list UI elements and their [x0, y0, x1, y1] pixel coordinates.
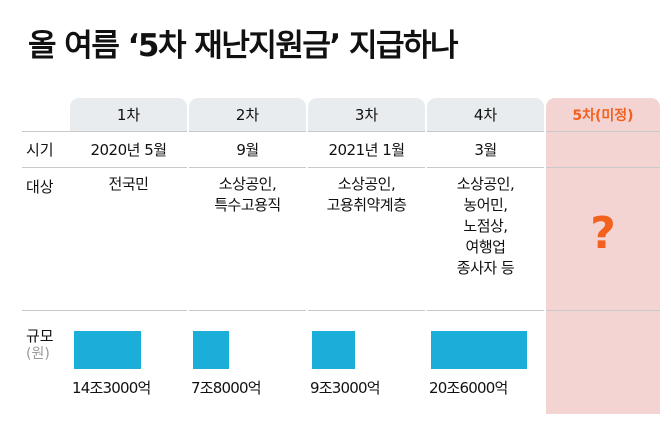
period-round-1: 2020년 5월	[70, 131, 187, 167]
support-table: 1차 2차 3차 4차 5차(미정) 시기 2020년 5월 9월 2021년 …	[22, 98, 660, 414]
header-round-4: 4차	[427, 98, 544, 131]
row-label-target: 대상	[22, 167, 70, 310]
column-gap	[306, 98, 308, 131]
period-round-4: 3월	[427, 131, 544, 167]
header-corner	[22, 98, 70, 131]
scale-round-4: 20조6000억	[427, 310, 544, 414]
column-gap	[544, 167, 546, 310]
column-gap	[425, 167, 427, 310]
column-gap	[187, 98, 189, 131]
column-gap	[306, 310, 308, 414]
period-round-2: 9월	[189, 131, 306, 167]
page-title: 올 여름 ‘5차 재난지원금’ 지급하나	[28, 28, 459, 64]
header-round-1: 1차	[70, 98, 187, 131]
target-round-2: 소상공인, 특수고용직	[189, 167, 306, 310]
amount-bar	[193, 331, 230, 369]
amount-bar	[74, 331, 141, 369]
row-label-period: 시기	[22, 131, 70, 167]
column-gap	[187, 131, 189, 167]
header-round-3: 3차	[308, 98, 425, 131]
amount-bar	[431, 331, 527, 369]
column-gap	[544, 98, 546, 131]
scale-round-3: 9조3000억	[308, 310, 425, 414]
scale-round-1: 14조3000억	[70, 310, 187, 414]
scale-label: 규모	[26, 327, 54, 345]
question-mark: ?	[590, 208, 616, 259]
column-gap	[544, 131, 546, 167]
column-gap	[425, 98, 427, 131]
amount-label: 20조6000억	[429, 379, 508, 397]
target-round-5: ?	[546, 167, 660, 310]
amount-label: 9조3000억	[310, 379, 381, 397]
header-round-2: 2차	[189, 98, 306, 131]
scale-round-2: 7조8000억	[189, 310, 306, 414]
target-round-3: 소상공인, 고용취약계층	[308, 167, 425, 310]
target-round-4: 소상공인, 농어민, 노점상, 여행업 종사자 등	[427, 167, 544, 310]
column-gap	[187, 310, 189, 414]
amount-label: 14조3000억	[72, 379, 151, 397]
column-gap	[544, 310, 546, 414]
target-round-1: 전국민	[70, 167, 187, 310]
header-round-5-pending: 5차(미정)	[546, 98, 660, 131]
period-round-5	[546, 131, 660, 167]
column-gap	[306, 167, 308, 310]
row-label-scale: 규모 (원)	[22, 310, 70, 414]
column-gap	[425, 310, 427, 414]
column-gap	[306, 131, 308, 167]
period-round-3: 2021년 1월	[308, 131, 425, 167]
column-gap	[187, 167, 189, 310]
amount-bar	[312, 331, 356, 369]
scale-round-5	[546, 310, 660, 414]
scale-unit: (원)	[26, 346, 50, 362]
amount-label: 7조8000억	[191, 379, 262, 397]
column-gap	[425, 131, 427, 167]
